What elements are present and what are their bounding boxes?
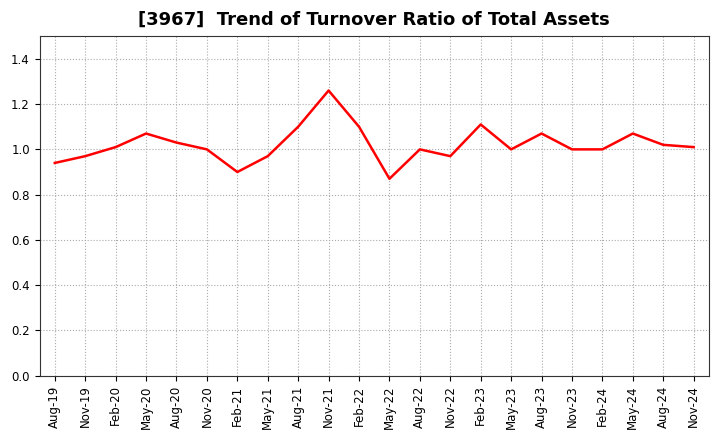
Title: [3967]  Trend of Turnover Ratio of Total Assets: [3967] Trend of Turnover Ratio of Total …	[138, 11, 610, 29]
